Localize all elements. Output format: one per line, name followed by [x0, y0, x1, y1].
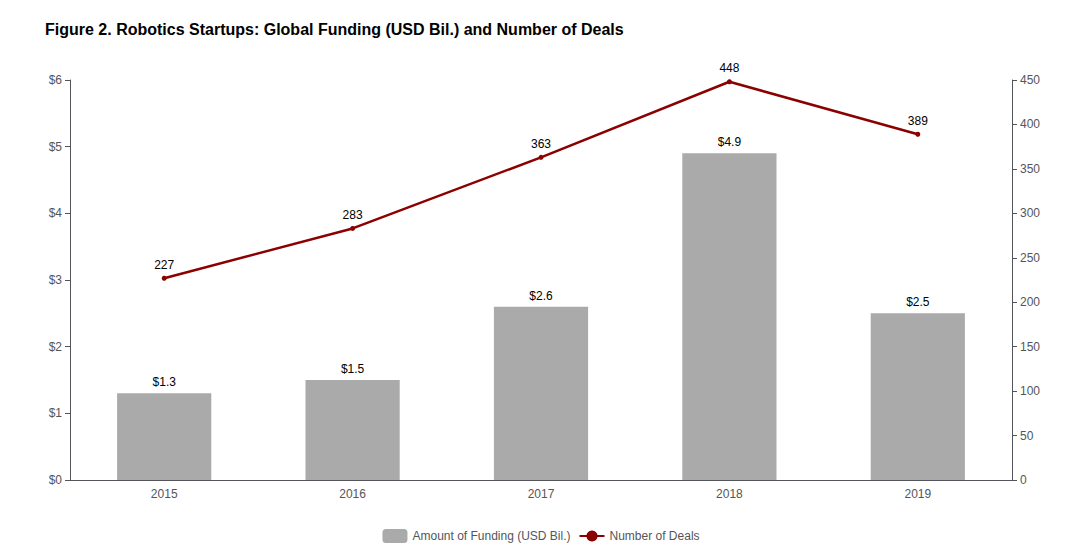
svg-text:2017: 2017 — [528, 487, 555, 501]
svg-text:$4.9: $4.9 — [718, 135, 742, 149]
svg-text:$2: $2 — [49, 340, 63, 354]
svg-text:200: 200 — [1020, 295, 1040, 309]
svg-text:350: 350 — [1020, 162, 1040, 176]
svg-text:Number of Deals: Number of Deals — [610, 529, 700, 543]
svg-text:300: 300 — [1020, 206, 1040, 220]
svg-text:400: 400 — [1020, 117, 1040, 131]
svg-text:227: 227 — [154, 258, 174, 272]
svg-text:$1.5: $1.5 — [341, 362, 365, 376]
svg-text:$6: $6 — [49, 73, 63, 87]
svg-text:Figure 2. Robotics Startups: G: Figure 2. Robotics Startups: Global Fund… — [45, 21, 624, 38]
svg-text:0: 0 — [1020, 473, 1027, 487]
svg-text:250: 250 — [1020, 251, 1040, 265]
svg-text:450: 450 — [1020, 73, 1040, 87]
svg-text:150: 150 — [1020, 340, 1040, 354]
svg-text:363: 363 — [531, 137, 551, 151]
svg-text:$5: $5 — [49, 140, 63, 154]
svg-text:$3: $3 — [49, 273, 63, 287]
svg-text:$1.3: $1.3 — [153, 375, 177, 389]
svg-text:$4: $4 — [49, 206, 63, 220]
svg-text:50: 50 — [1020, 429, 1034, 443]
svg-text:2015: 2015 — [151, 487, 178, 501]
svg-text:$1: $1 — [49, 406, 63, 420]
svg-text:283: 283 — [343, 208, 363, 222]
svg-text:2019: 2019 — [904, 487, 931, 501]
svg-text:$2.6: $2.6 — [529, 289, 553, 303]
svg-text:2018: 2018 — [716, 487, 743, 501]
svg-text:$0: $0 — [49, 473, 63, 487]
svg-text:$2.5: $2.5 — [906, 295, 930, 309]
svg-text:Amount of Funding (USD Bil.): Amount of Funding (USD Bil.) — [412, 529, 570, 543]
svg-text:448: 448 — [719, 61, 739, 75]
svg-text:389: 389 — [908, 114, 928, 128]
svg-text:2016: 2016 — [339, 487, 366, 501]
svg-text:100: 100 — [1020, 384, 1040, 398]
